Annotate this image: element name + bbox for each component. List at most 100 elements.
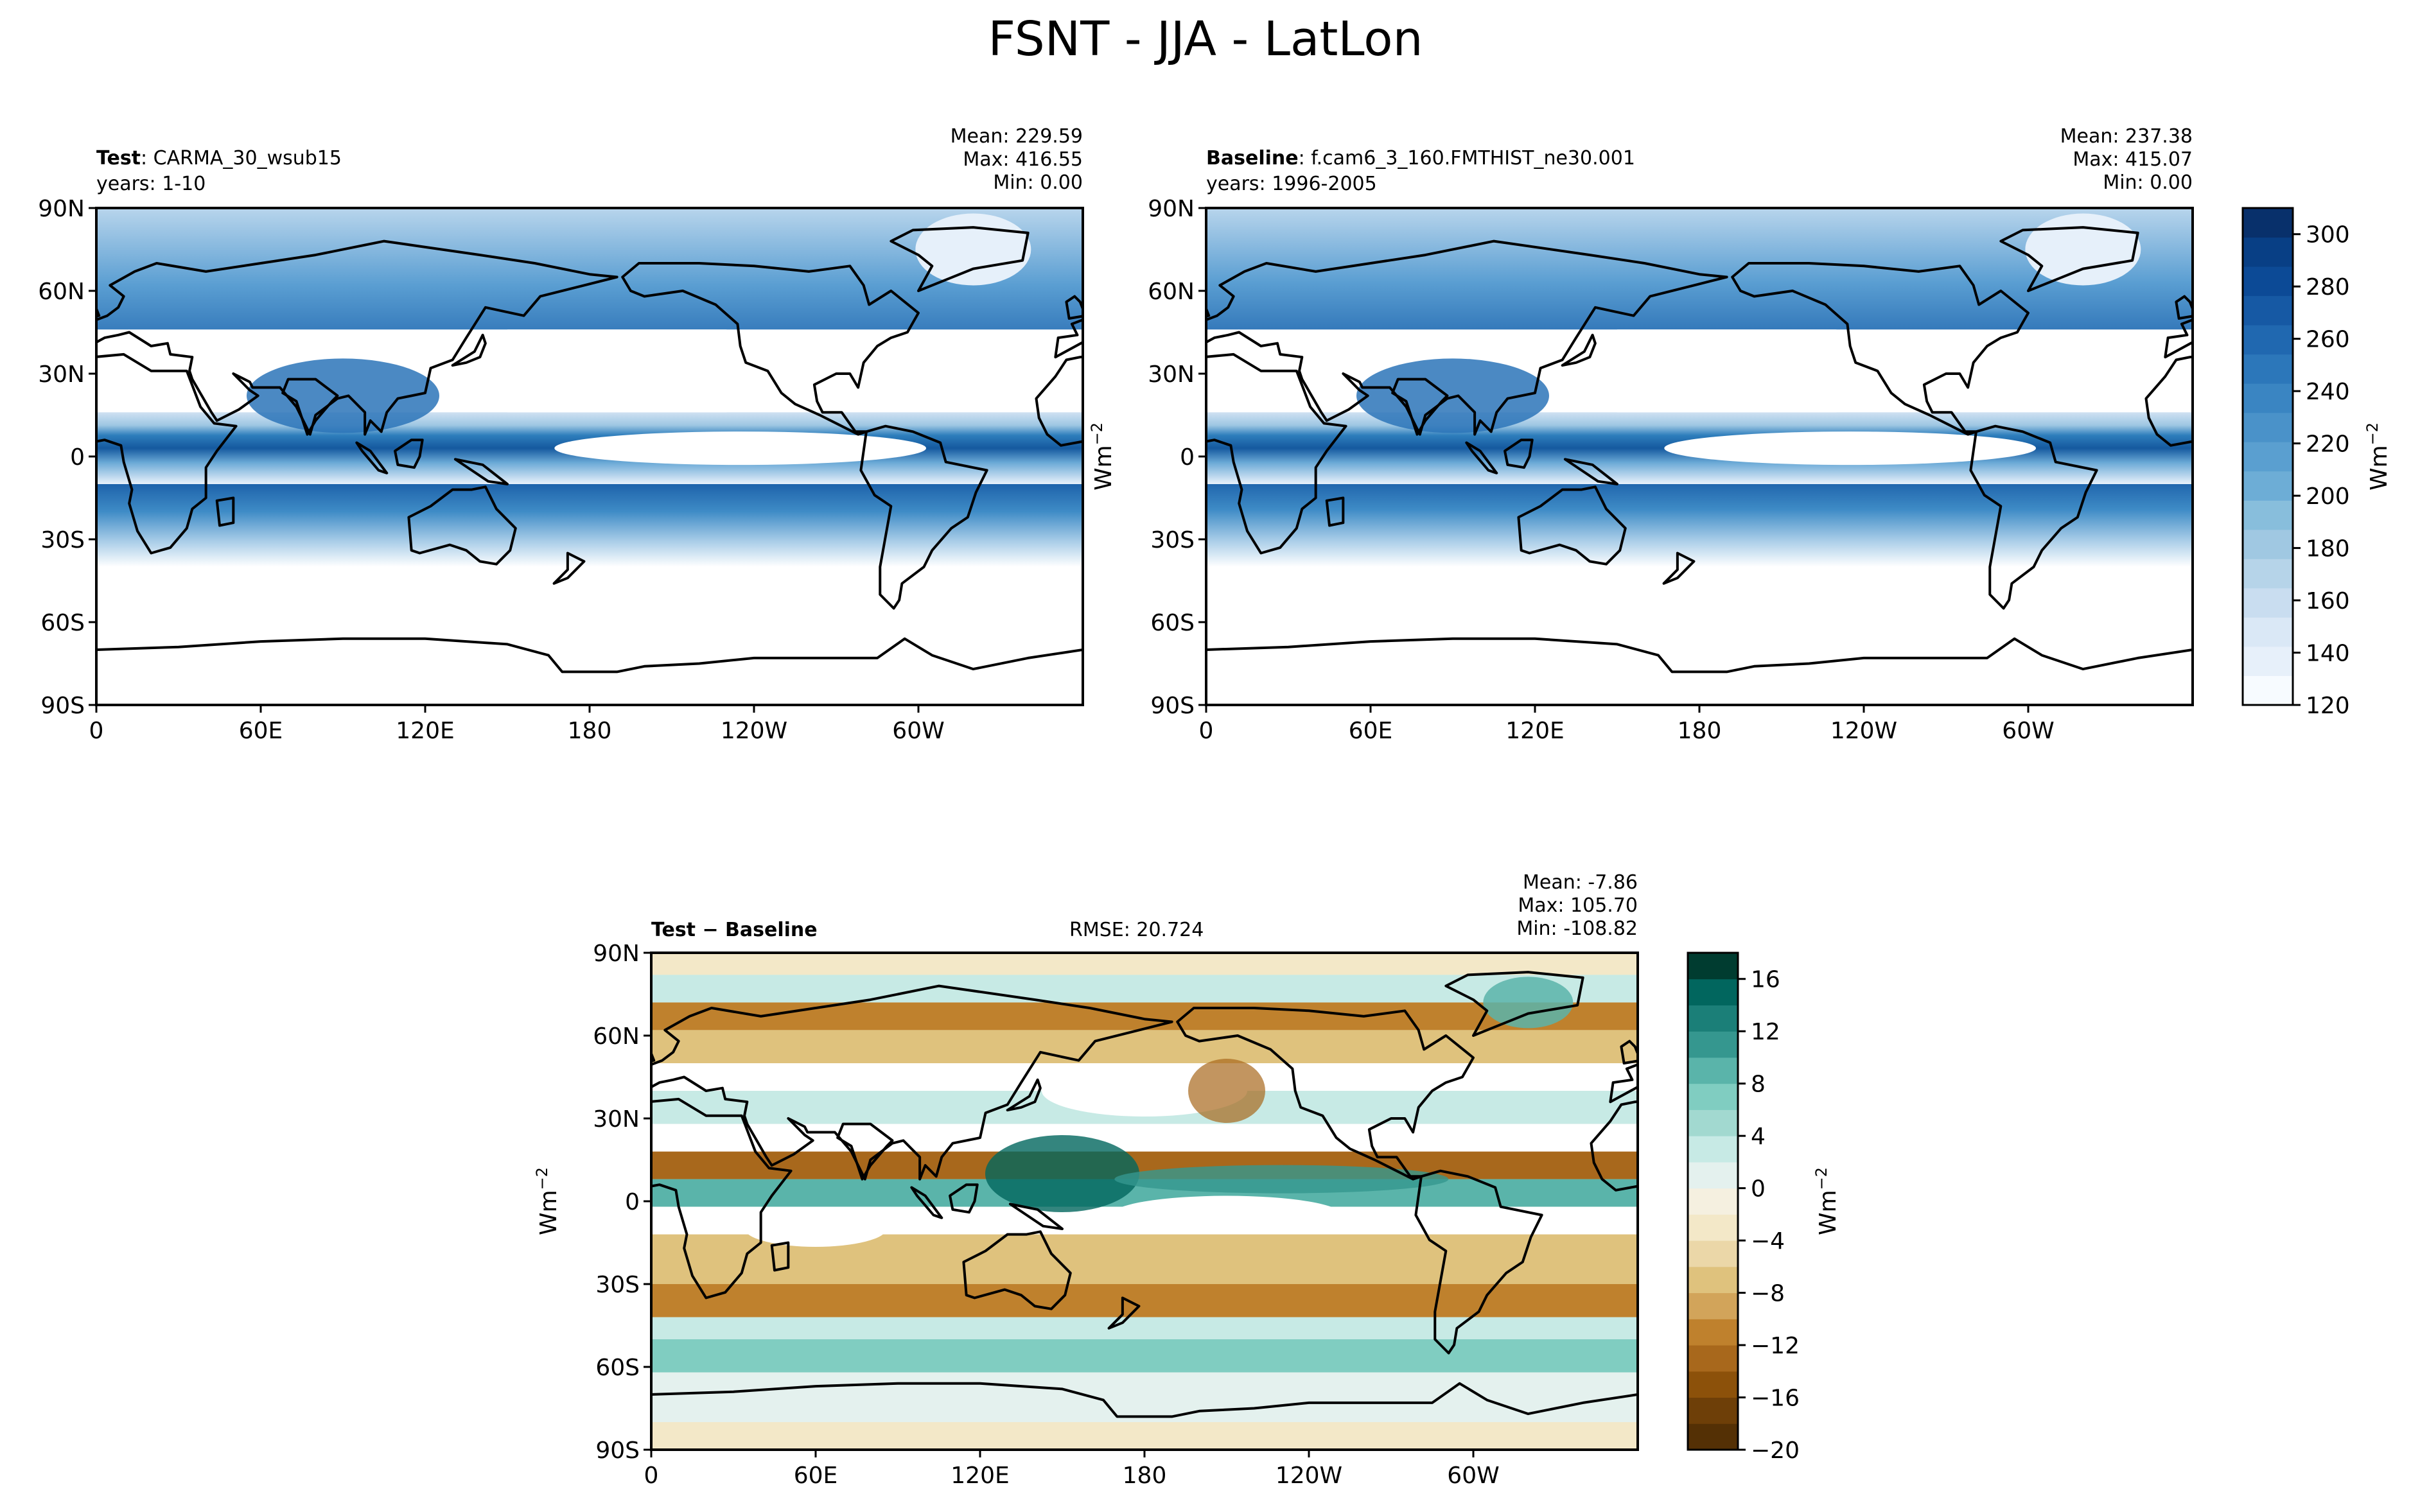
- diff-band: [651, 1339, 1638, 1373]
- test-panel: Test: CARMA_30_wsub15 years: 1-10 Mean: …: [0, 125, 1084, 744]
- ytick-label: 30S: [1150, 527, 1195, 553]
- ytick-label: 90S: [40, 693, 85, 719]
- colorbar-swatch: [2243, 412, 2293, 442]
- ytick-label: 60S: [40, 610, 85, 636]
- colorbar-swatch: [1688, 1188, 1738, 1215]
- test-panel-label: Test: CARMA_30_wsub15: [96, 147, 342, 169]
- colorbar-swatch: [1688, 953, 1738, 980]
- colorbar-swatch: [2243, 646, 2293, 676]
- baseline-map-coastlines: [1206, 226, 2193, 673]
- coast-antarctica: [96, 650, 97, 652]
- colorbar-tick-label: −16: [1751, 1386, 1800, 1412]
- colorbar-tick-label: 16: [1751, 967, 1780, 993]
- colorbar-swatch: [1688, 1161, 1738, 1189]
- xtick-label: 60E: [1349, 718, 1393, 744]
- colorbar-tick-label: −20: [1751, 1438, 1800, 1464]
- coast-europeAsia: [96, 239, 618, 436]
- colorbar-swatch: [2243, 295, 2293, 326]
- diff-axis-ticks: 0 60E 120E 180 120W 60W 90N 60N 30N 0 30S 60S 90S: [593, 941, 1499, 1489]
- colorbar-swatch: [2243, 500, 2293, 530]
- baseline-panel: Baseline: f.cam6_3_160.FMTHIST_ne30.001 …: [1088, 125, 2194, 744]
- coast-newguinea: [453, 458, 509, 485]
- xtick-label: 120E: [951, 1463, 1009, 1489]
- colorbar-abs-frame: [2241, 207, 2294, 706]
- ytick-label: 60N: [38, 279, 85, 305]
- coast-southAmerica: [859, 424, 988, 610]
- coast-southAmerica: [1414, 1169, 1543, 1355]
- coast-japan: [1006, 1078, 1042, 1112]
- colorbar-swatch: [1688, 1397, 1738, 1424]
- coast-northAmerica: [191, 1008, 487, 1179]
- colorbar-tick-label: 4: [1751, 1124, 1766, 1150]
- colorbar-abs-label: Wm−2: [2363, 422, 2392, 491]
- colorbar-swatch: [2243, 266, 2293, 297]
- xtick-label: 120W: [721, 718, 787, 744]
- diff-panel-label: Test − Baseline: [651, 919, 818, 941]
- ytick-label: 30S: [595, 1272, 640, 1298]
- coast-nz: [1107, 1296, 1141, 1330]
- coast-southAmerica: [0, 426, 1, 609]
- baseline-map-frame: [1205, 207, 2194, 706]
- xtick-label: 180: [568, 718, 612, 744]
- xtick-label: 60E: [794, 1463, 838, 1489]
- diff-rmse: RMSE: 20.724: [1069, 919, 1204, 941]
- ytick-label: 60N: [1148, 279, 1195, 305]
- colorbar-tick-label: 8: [1751, 1072, 1766, 1098]
- greenland-patch: [915, 213, 1031, 286]
- xtick-label: 60W: [1447, 1463, 1499, 1489]
- coast-japan: [1994, 1080, 2027, 1110]
- coast-antarctica: [2192, 648, 2193, 650]
- coast-india: [281, 378, 339, 436]
- diff-stat-max: Max: 105.70: [1518, 894, 1638, 917]
- greenland-patch: [2025, 213, 2141, 286]
- coast-africa: [96, 352, 238, 555]
- coast-greenland: [890, 226, 1030, 292]
- baseline-stat-mean: Mean: 237.38: [2060, 125, 2193, 148]
- south-band: [96, 481, 1083, 567]
- greenland-signal: [1483, 977, 1574, 1029]
- coast-greenland: [459, 972, 596, 1036]
- diff-band: [651, 975, 1638, 1003]
- coast-borneo: [949, 1183, 979, 1214]
- colorbar-tick-label: −12: [1751, 1333, 1800, 1359]
- indian-blank: [745, 1211, 886, 1247]
- coast-india: [836, 1122, 894, 1181]
- colorbar-swatch: [2243, 587, 2293, 618]
- xtick-label: 120W: [1276, 1463, 1342, 1489]
- diff-band: [651, 1030, 1638, 1063]
- monsoon-blob: [1356, 358, 1549, 433]
- diff-map-field: [651, 953, 1638, 1450]
- test-stat-max: Max: 416.55: [963, 148, 1083, 171]
- coast-australia: [962, 1230, 1072, 1310]
- coast-nz: [2096, 1298, 2126, 1328]
- coast-india: [1391, 378, 1449, 436]
- colorbar-tick-label: 0: [1751, 1176, 1766, 1203]
- baseline-panel-label: Baseline: f.cam6_3_160.FMTHIST_ne30.001: [1206, 147, 1635, 169]
- test-map-frame: [95, 207, 1084, 706]
- npacific-blank: [507, 329, 727, 413]
- colorbar-tick-label: 300: [2306, 222, 2350, 248]
- colorbar-swatch: [2243, 208, 2293, 238]
- coast-australia: [407, 485, 517, 566]
- coast-uk: [1065, 295, 1083, 320]
- xtick-label: 0: [1199, 718, 1214, 744]
- colorbar-diff-ticks: 16 12 8 4 0 −4 −8 −12 −16 −20: [1738, 967, 1800, 1464]
- colorbar-tick-label: 240: [2306, 379, 2350, 405]
- ytick-label: 30S: [40, 527, 85, 553]
- coast-madagascar: [770, 1241, 790, 1272]
- colorbar-swatch: [2243, 559, 2293, 589]
- colorbar-swatch: [1688, 1266, 1738, 1294]
- ytick-label: 90S: [1150, 693, 1195, 719]
- xtick-label: 180: [1123, 1463, 1167, 1489]
- ytick-label: 0: [625, 1189, 640, 1215]
- xtick-label: 180: [1678, 718, 1722, 744]
- colorbar-swatch: [1688, 1136, 1738, 1163]
- colorbar-swatch: [1688, 978, 1738, 1005]
- colorbar-swatch: [2243, 471, 2293, 501]
- coast-antarctica: [651, 1395, 652, 1396]
- colorbar-swatch: [1688, 1292, 1738, 1319]
- coast-newguinea: [1563, 458, 1618, 485]
- coast-nz: [552, 552, 586, 585]
- ytick-label: 60N: [593, 1023, 640, 1050]
